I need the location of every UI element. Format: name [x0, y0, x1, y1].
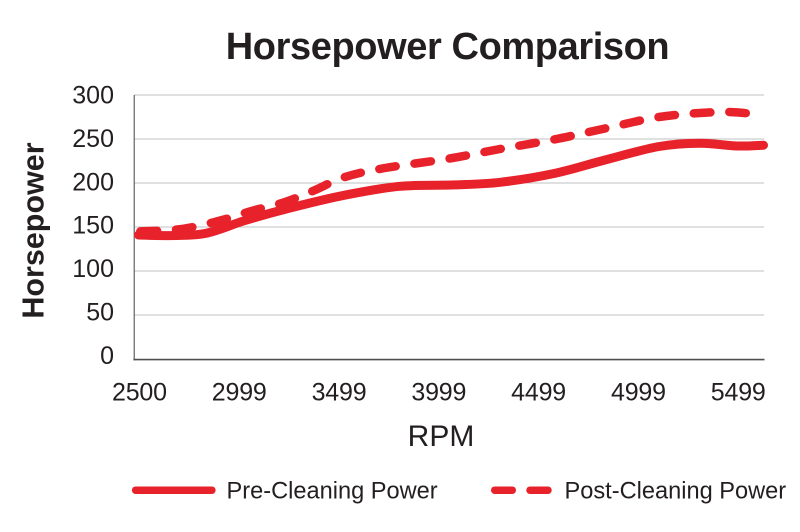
svg-text:Pre-Cleaning Power: Pre-Cleaning Power — [227, 478, 438, 504]
svg-text:100: 100 — [72, 255, 114, 283]
svg-text:50: 50 — [86, 299, 114, 327]
svg-text:5499: 5499 — [711, 379, 766, 407]
svg-text:Horsepower Comparison: Horsepower Comparison — [226, 26, 669, 68]
svg-text:200: 200 — [72, 168, 114, 196]
svg-text:Horsepower: Horsepower — [17, 142, 51, 318]
svg-text:3999: 3999 — [411, 379, 466, 407]
svg-text:2999: 2999 — [212, 379, 267, 407]
svg-text:RPM: RPM — [408, 420, 475, 453]
svg-text:4999: 4999 — [611, 379, 666, 407]
svg-text:150: 150 — [72, 212, 114, 240]
svg-text:300: 300 — [72, 82, 114, 110]
svg-text:2500: 2500 — [112, 379, 167, 407]
svg-text:3499: 3499 — [312, 379, 367, 407]
svg-text:250: 250 — [72, 125, 114, 153]
svg-text:0: 0 — [100, 342, 114, 370]
svg-text:4499: 4499 — [511, 379, 566, 407]
svg-text:Post-Cleaning Power: Post-Cleaning Power — [565, 478, 787, 504]
